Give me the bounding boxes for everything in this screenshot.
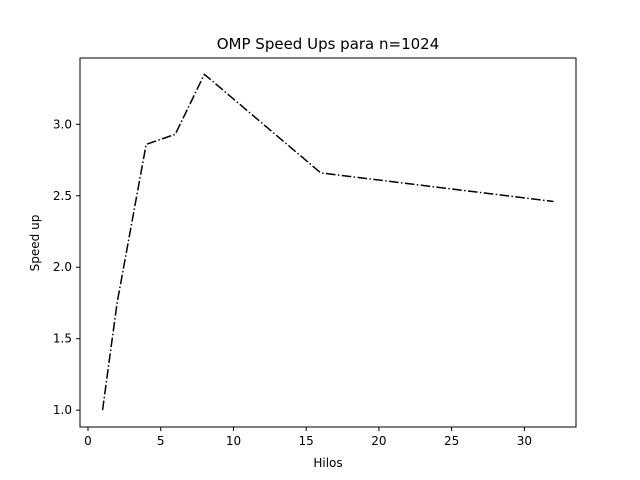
x-tick-label: 20 — [371, 434, 386, 448]
y-tick-label: 2.5 — [53, 189, 72, 203]
chart-title: OMP Speed Ups para n=1024 — [217, 35, 440, 53]
y-tick-label: 1.0 — [53, 403, 72, 417]
x-axis-label: Hilos — [313, 456, 342, 470]
x-tick-label: 30 — [517, 434, 532, 448]
axes-frame — [79, 57, 577, 428]
y-tick-label: 1.5 — [53, 332, 72, 346]
series-line-0 — [101, 73, 554, 411]
x-tick-label: 15 — [299, 434, 314, 448]
plot-area — [79, 57, 577, 428]
y-tick-label: 2.0 — [53, 260, 72, 274]
y-tick-label: 3.0 — [53, 117, 72, 131]
x-tick-label: 5 — [157, 434, 165, 448]
y-axis-label: Speed up — [28, 215, 42, 272]
x-axis: 0 5 10 15 20 25 30 — [84, 427, 532, 448]
y-axis: 1.0 1.5 2.0 2.5 3.0 — [53, 117, 80, 417]
x-tick-label: 10 — [226, 434, 241, 448]
x-tick-label: 0 — [84, 434, 92, 448]
x-tick-label: 25 — [444, 434, 459, 448]
